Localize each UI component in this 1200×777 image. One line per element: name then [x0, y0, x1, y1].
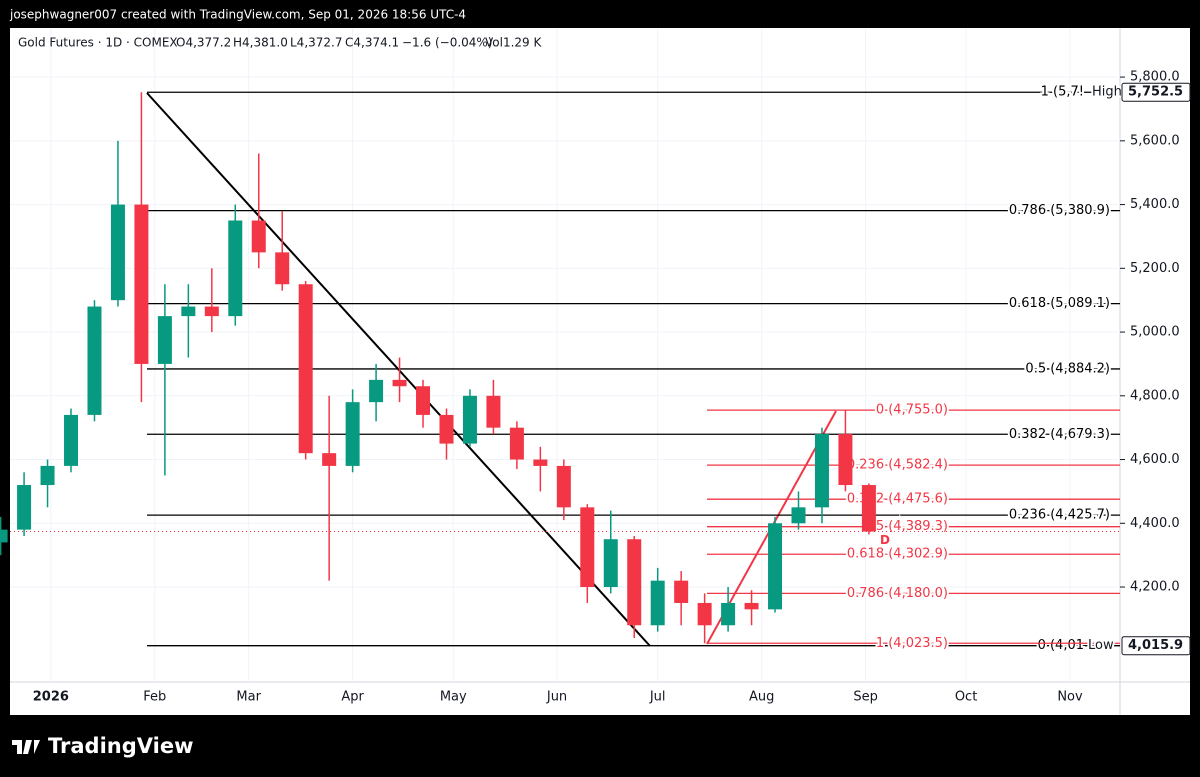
candle-body: [861, 485, 876, 532]
y-tick-label: 4,200.0: [1130, 580, 1180, 595]
candle-body: [275, 252, 290, 285]
legend-close: C4,374.1: [345, 36, 399, 50]
fib-label: 0.786 (5,380.9): [1009, 203, 1110, 218]
candle-body: [181, 306, 196, 317]
x-tick-label: Aug: [749, 690, 774, 705]
candle-body: [533, 459, 548, 466]
legend-high: H4,381.0: [233, 36, 288, 50]
logo-icon: [12, 740, 40, 754]
candle-body: [838, 434, 853, 486]
x-tick-label: Jul: [649, 690, 666, 705]
y-tick-label: 5,200.0: [1130, 261, 1180, 276]
fib-label: 0.786 (4,180.0): [847, 586, 948, 601]
candle-body: [744, 602, 759, 610]
y-tick-label: 5,600.0: [1130, 133, 1180, 148]
legend-change: −1.6 (−0.04%): [402, 36, 493, 50]
fib-marker: D: [880, 533, 890, 547]
x-tick-label: Feb: [143, 690, 166, 705]
candle-body: [64, 414, 79, 466]
grid: [10, 28, 1120, 682]
candle-body: [110, 204, 125, 301]
x-tick-label: Oct: [955, 690, 977, 705]
candle-body: [251, 220, 266, 253]
candle-body: [322, 453, 337, 466]
fib-label: 0.236 (4,582.4): [847, 458, 948, 473]
fib-label: 0.618 (5,089.1): [1009, 296, 1110, 311]
legend-title: Gold Futures · 1D · COMEX: [18, 36, 178, 50]
fib-label: 0.382 (4,679.3): [1009, 427, 1110, 442]
candle-body: [40, 465, 55, 486]
fib-label: 1 (4,023.5): [876, 636, 948, 651]
legend-volume: Vol1.29 K: [485, 36, 542, 50]
candle-body: [674, 580, 689, 603]
chart-panel: [10, 28, 1190, 715]
credit: josephwagner007 created with TradingView…: [9, 8, 466, 22]
axis-price-box: [1121, 82, 1191, 102]
axis-price-label: 5,752.5: [1128, 85, 1183, 100]
axis-price-label: 4,015.9: [1128, 638, 1183, 653]
y-tick-label: 4,800.0: [1130, 388, 1180, 403]
legend-open: O4,377.2: [176, 36, 231, 50]
candle-body: [134, 204, 149, 364]
candle-body: [486, 395, 501, 428]
candle-body: [416, 386, 431, 415]
legend: Gold Futures · 1D · COMEX O4,377.2 H4,38…: [18, 36, 542, 50]
fib-label: 1 (5,7!: [1041, 85, 1084, 100]
candle-body: [814, 434, 829, 508]
candle-body: [228, 220, 243, 317]
candle-body: [721, 602, 736, 626]
x-tick-label: 2026: [33, 690, 69, 705]
axis-price-box: [1121, 636, 1191, 656]
candle-body: [791, 507, 806, 524]
candle-body: [580, 507, 595, 588]
x-tick-label: May: [440, 690, 467, 705]
fib-label: 0.5 (4,389.3): [863, 519, 948, 534]
x-tick-label: Sep: [853, 690, 878, 705]
y-tick-label: 4,600.0: [1130, 452, 1180, 467]
x-tick-label: Mar: [236, 690, 261, 705]
fib-label: 0 (4,01: [1038, 638, 1084, 653]
candle-body: [462, 395, 477, 444]
candle-body: [204, 306, 219, 317]
candle-body: [17, 485, 32, 530]
legend-low: L4,372.7: [290, 36, 343, 50]
candle-body: [509, 427, 524, 460]
candle-body: [87, 306, 102, 415]
brand: TradingView: [48, 734, 193, 758]
candle-body: [603, 539, 618, 588]
y-tick-label: 5,000.0: [1130, 325, 1180, 340]
candle-body: [439, 414, 454, 444]
x-tick-label: Apr: [341, 690, 364, 705]
candle-body: [157, 316, 172, 364]
candle-body: [298, 284, 313, 454]
fib-label: 0.236 (4,425.7): [1009, 508, 1110, 523]
candle-body: [345, 402, 360, 466]
x-tick-label: Jun: [546, 690, 567, 705]
candle-body: [768, 523, 783, 610]
candle-body: [392, 379, 407, 387]
fib-low-label: Low: [1088, 638, 1114, 653]
fib-label: 0 (4,755.0): [876, 403, 948, 418]
y-tick-label: 5,400.0: [1130, 197, 1180, 212]
candle-body: [650, 580, 665, 626]
candle-body: [697, 602, 712, 626]
x-tick-label: Nov: [1057, 690, 1083, 705]
y-tick-label: 5,800.0: [1130, 70, 1180, 85]
candle-body: [627, 539, 642, 626]
fib-high-label: High: [1092, 85, 1122, 100]
fib-label: 0.618 (4,302.9): [847, 547, 948, 562]
fib-label: 0.5 (4,884.2): [1025, 361, 1110, 376]
candle-body: [369, 379, 384, 403]
candle-body: [0, 529, 8, 543]
candle-body: [556, 465, 571, 508]
brand-logo: TradingView: [12, 734, 193, 758]
y-tick-label: 4,400.0: [1130, 516, 1180, 531]
